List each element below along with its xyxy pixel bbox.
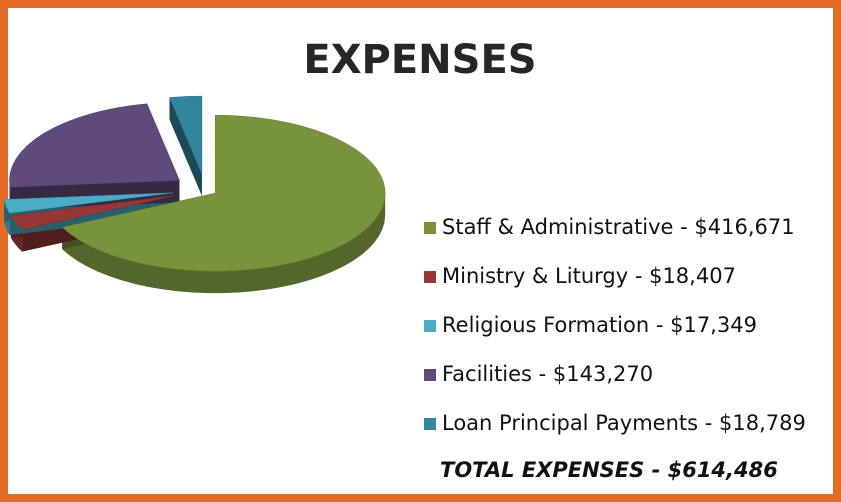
legend-label: Facilities - $143,270	[442, 362, 653, 386]
legend-label: Staff & Administrative - $416,671	[442, 215, 795, 239]
legend: Staff & Administrative - $416,671 Ministr…	[424, 215, 806, 435]
slice	[10, 195, 176, 230]
slice	[61, 114, 386, 272]
slice	[169, 95, 203, 175]
legend-swatch	[424, 222, 436, 234]
chart-title: EXPENSES	[303, 37, 536, 83]
legend-label: Ministry & Liturgy - $18,407	[442, 264, 736, 288]
pie	[3, 95, 386, 294]
legend-swatch	[424, 369, 436, 381]
legend-swatch	[424, 320, 436, 332]
legend-swatch	[424, 271, 436, 283]
legend-label: Religious Formation - $17,349	[442, 313, 757, 337]
slice-side	[62, 193, 386, 294]
legend-swatch	[424, 418, 436, 430]
legend-label: Loan Principal Payments - $18,789	[442, 411, 806, 435]
slice	[3, 192, 174, 214]
slice-cut	[169, 97, 202, 197]
slice	[9, 103, 180, 188]
total-annotation: TOTAL EXPENSES - $614,486	[440, 458, 778, 482]
slice-tops	[3, 95, 386, 272]
